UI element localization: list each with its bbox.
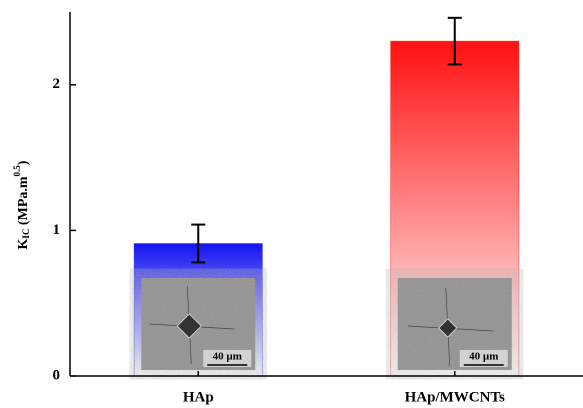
y-label-part: 0.5 xyxy=(12,165,22,177)
chart: KIC (MPa.m0.5) 0 1 2 40 µm HAp 40 µm HAp/MWCNT… xyxy=(0,0,583,408)
scale-label: 40 µm xyxy=(469,351,498,363)
scale-label: 40 µm xyxy=(213,351,242,363)
y-axis-label: KIC (MPa.m0.5) xyxy=(12,160,31,249)
y-tick-label: 1 xyxy=(53,222,61,238)
x-tick-label: HAp/MWCNTs xyxy=(405,389,505,405)
y-tick-label: 0 xyxy=(53,367,61,383)
y-label-part: IC xyxy=(21,229,31,239)
y-tick-label: 2 xyxy=(53,76,61,92)
x-tick-label: HAp xyxy=(183,389,214,405)
y-label-part: ) xyxy=(16,160,31,165)
y-label-part: (MPa.m xyxy=(16,176,31,228)
y-label-part: K xyxy=(16,238,31,249)
